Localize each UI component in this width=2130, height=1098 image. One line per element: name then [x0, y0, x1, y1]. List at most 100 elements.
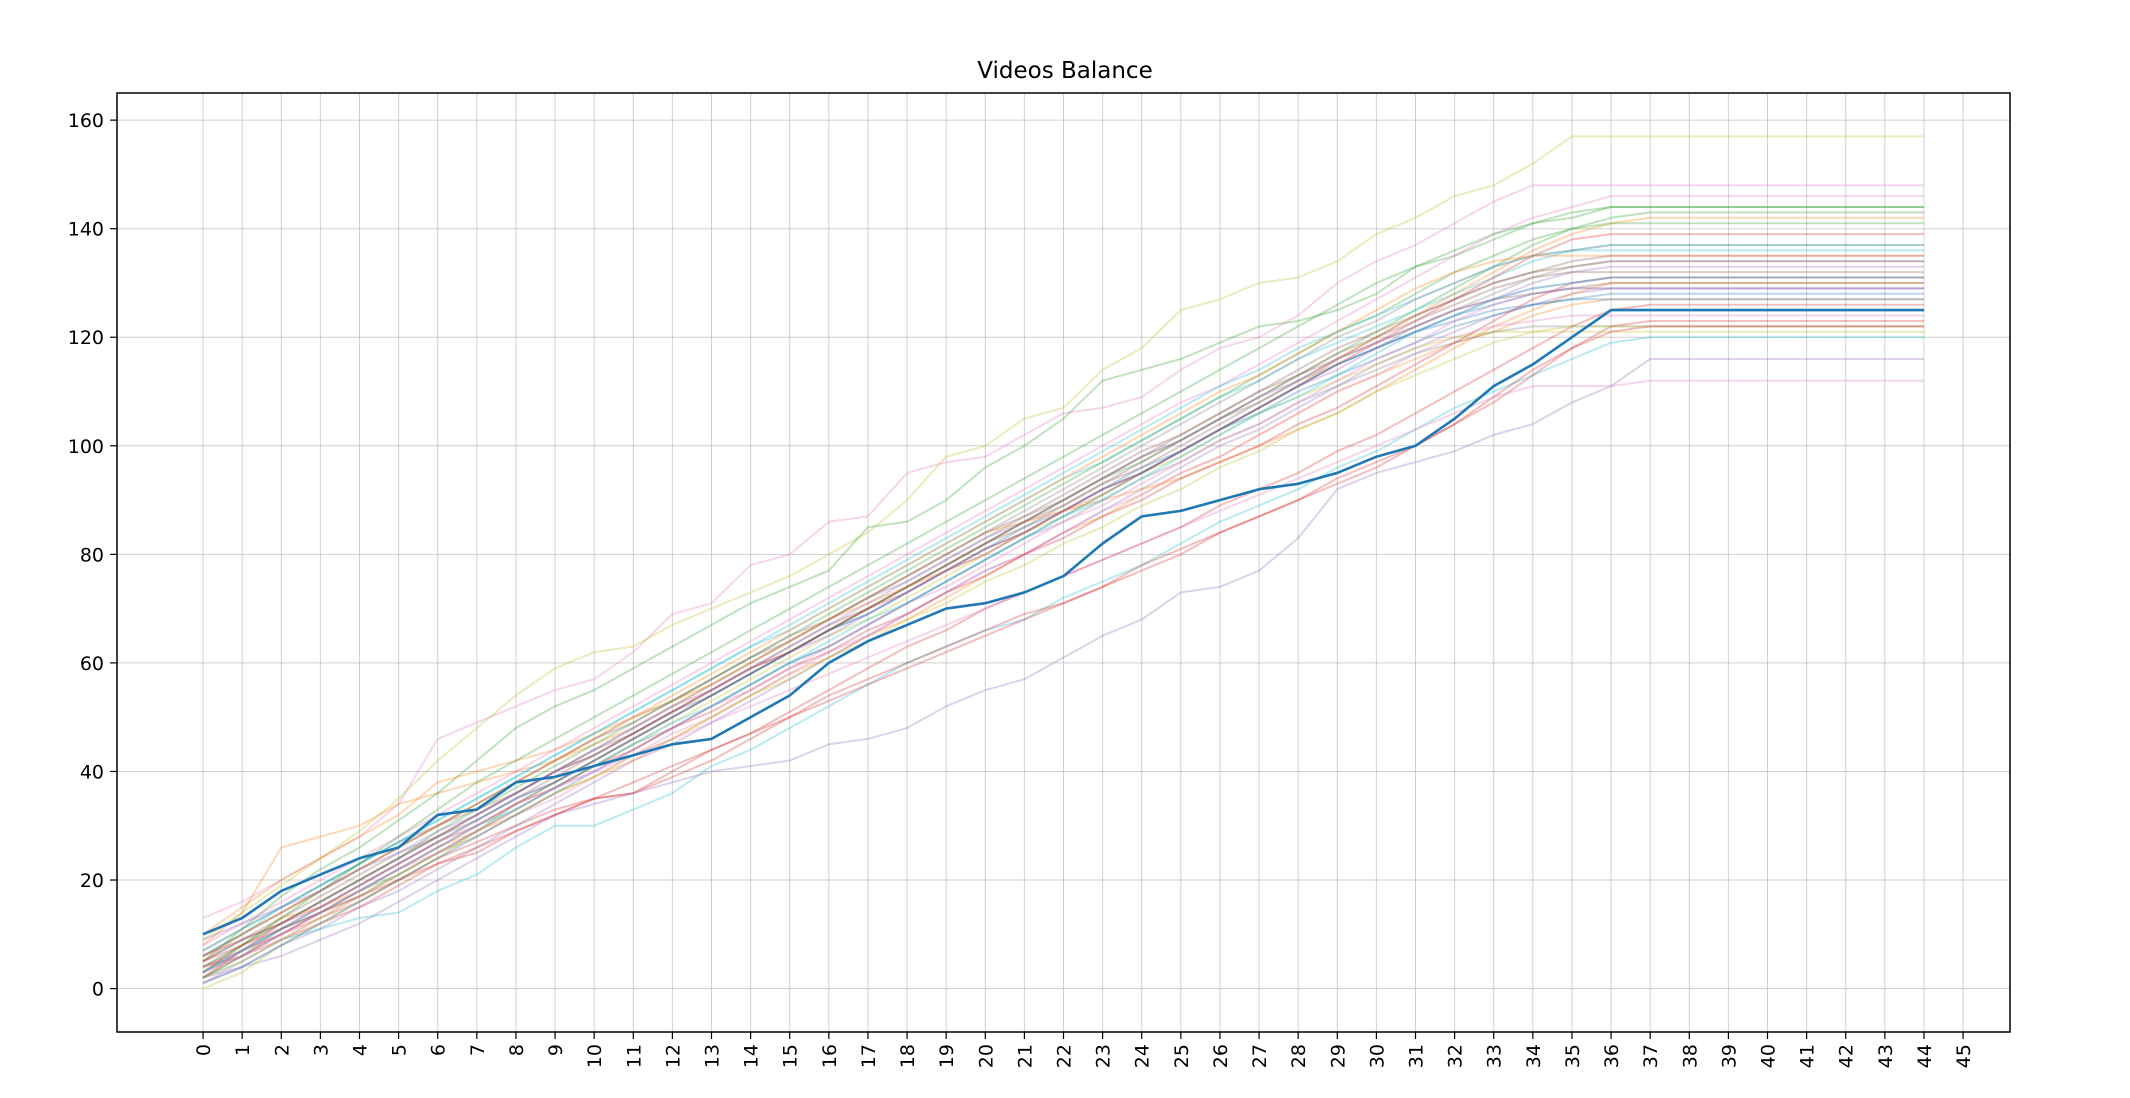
series-line — [202, 298, 1924, 985]
x-tick-label: 9 — [545, 1044, 567, 1056]
x-tick-label: 33 — [1484, 1044, 1506, 1068]
x-tick-label: 13 — [701, 1044, 723, 1068]
series-line — [202, 325, 1924, 974]
series-line — [202, 276, 1924, 957]
x-tick-label: 14 — [741, 1044, 763, 1068]
x-tick-label: 18 — [897, 1044, 919, 1068]
series-line — [202, 298, 1924, 974]
series-line — [202, 244, 1924, 957]
x-tick-label: 6 — [428, 1044, 450, 1056]
y-tick-label: 100 — [68, 436, 104, 458]
x-tick-label: 28 — [1288, 1044, 1310, 1068]
x-tick-label: 35 — [1562, 1044, 1584, 1068]
series-line — [202, 336, 1924, 979]
series-line — [202, 206, 1924, 963]
series-line — [202, 320, 1924, 968]
series-line — [202, 282, 1924, 946]
y-tick-label: 80 — [80, 544, 104, 566]
y-tick-label: 60 — [80, 653, 104, 675]
x-tick-label: 25 — [1171, 1044, 1193, 1068]
x-tick-label: 7 — [467, 1044, 489, 1056]
y-tick-label: 20 — [80, 870, 104, 892]
series-line — [202, 254, 1924, 979]
x-tick-label: 1 — [232, 1044, 254, 1056]
x-tick-label: 24 — [1132, 1044, 1154, 1068]
x-tick-label: 26 — [1210, 1044, 1232, 1068]
x-tick-label: 37 — [1640, 1044, 1662, 1068]
y-tick-label: 0 — [92, 979, 104, 1001]
x-tick-label: 23 — [1093, 1044, 1115, 1068]
x-tick-label: 27 — [1249, 1044, 1271, 1068]
series-line — [202, 287, 1924, 985]
series-line — [202, 233, 1924, 979]
x-tick-label: 22 — [1054, 1044, 1076, 1068]
x-tick-label: 45 — [1953, 1044, 1975, 1068]
x-tick-label: 3 — [310, 1044, 332, 1056]
x-tick-label: 11 — [623, 1044, 645, 1068]
series-line — [202, 330, 1924, 990]
x-tick-label: 8 — [506, 1044, 528, 1056]
x-tick-label: 0 — [193, 1044, 215, 1056]
y-tick-label: 40 — [80, 761, 104, 783]
y-tick-label: 120 — [68, 327, 104, 349]
series-line — [202, 195, 1924, 947]
series-line — [202, 276, 1924, 974]
series-line — [202, 292, 1924, 974]
x-tick-label: 31 — [1406, 1044, 1428, 1068]
series-line — [202, 254, 1924, 963]
series-line — [202, 265, 1924, 974]
grid-lines — [117, 93, 2010, 1032]
x-tick-label: 16 — [819, 1044, 841, 1068]
chart-title: Videos Balance — [977, 58, 1153, 84]
x-axis: 0 1 2 3 4 5 6 7 8 9 10 11 12 13 14 15 16 17 18 19 20 21 22 23 24… — [193, 1032, 1975, 1068]
x-tick-label: 36 — [1601, 1044, 1623, 1068]
series-line — [202, 135, 1924, 941]
series-line — [202, 314, 1924, 985]
x-tick-label: 2 — [271, 1044, 293, 1056]
x-tick-label: 40 — [1758, 1044, 1780, 1068]
series-line — [202, 282, 1924, 952]
series-line — [202, 184, 1924, 919]
y-tick-label: 160 — [68, 110, 104, 132]
x-tick-label: 41 — [1797, 1044, 1819, 1068]
x-tick-label: 4 — [349, 1044, 371, 1056]
series-line — [202, 249, 1924, 952]
highlighted-series — [202, 308, 1924, 936]
series-line — [202, 325, 1924, 979]
x-tick-label: 43 — [1875, 1044, 1897, 1068]
series-line — [202, 358, 1924, 979]
x-tick-label: 5 — [389, 1044, 411, 1056]
x-tick-label: 12 — [662, 1044, 684, 1068]
x-tick-label: 15 — [780, 1044, 802, 1068]
series-line — [202, 211, 1924, 979]
series-line — [202, 287, 1924, 963]
x-tick-label: 34 — [1523, 1044, 1545, 1068]
series-line — [202, 260, 1924, 963]
series-line — [202, 206, 1924, 974]
x-tick-label: 30 — [1366, 1044, 1388, 1068]
x-tick-label: 44 — [1914, 1044, 1936, 1068]
x-tick-label: 32 — [1445, 1044, 1467, 1068]
x-tick-label: 29 — [1327, 1044, 1349, 1068]
series-line — [202, 271, 1924, 957]
x-tick-label: 39 — [1718, 1044, 1740, 1068]
x-tick-label: 10 — [584, 1044, 606, 1068]
series-line — [202, 325, 1924, 963]
series-line — [202, 260, 1924, 957]
x-tick-label: 21 — [1014, 1044, 1036, 1068]
x-tick-label: 38 — [1679, 1044, 1701, 1068]
series-line — [202, 244, 1924, 968]
x-tick-label: 17 — [858, 1044, 880, 1068]
x-tick-label: 19 — [936, 1044, 958, 1068]
series-line — [202, 216, 1924, 936]
x-tick-label: 20 — [975, 1044, 997, 1068]
x-tick-label: 42 — [1836, 1044, 1858, 1068]
series-line — [202, 276, 1924, 941]
series-lines — [202, 135, 1924, 990]
y-axis: 0 20 40 60 80 100 120 140 160 — [68, 110, 117, 1001]
series-line — [202, 287, 1924, 968]
highlighted-series-line — [202, 308, 1924, 936]
y-tick-label: 140 — [68, 219, 104, 241]
series-line — [202, 222, 1924, 968]
